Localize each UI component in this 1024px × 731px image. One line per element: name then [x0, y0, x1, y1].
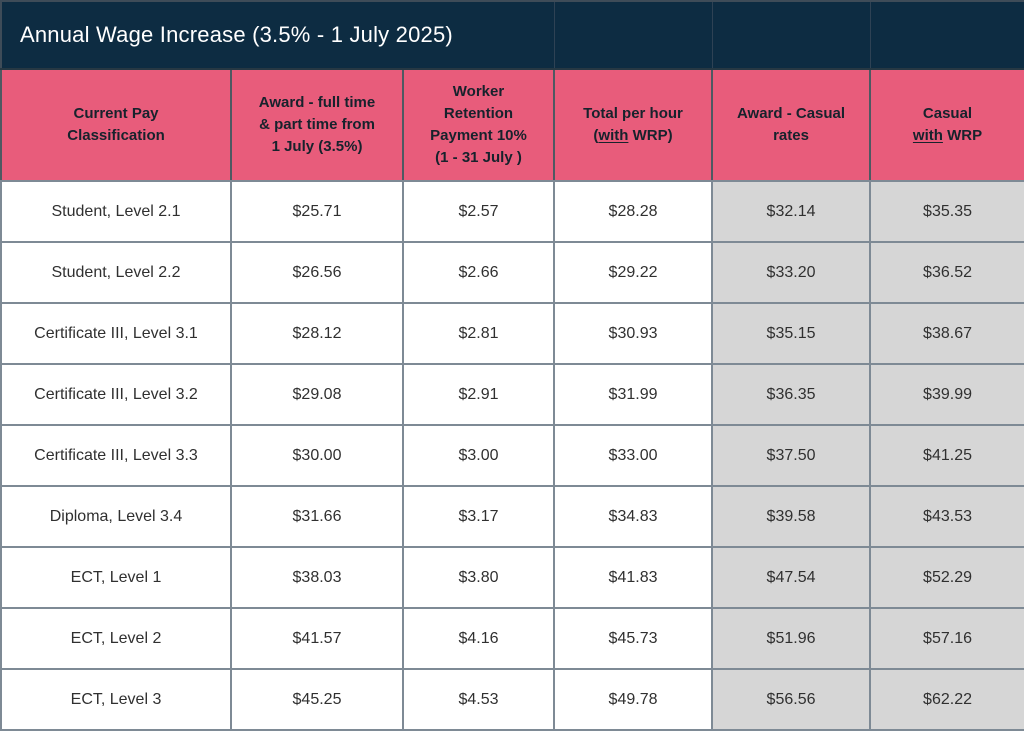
column-header-award-full-time: Award - full time & part time from 1 July … [230, 68, 404, 182]
cell-value: $38.03 [230, 546, 404, 609]
cell-classification: Certificate III, Level 3.1 [0, 302, 232, 365]
table-row: ECT, Level 3 $45.25 $4.53 $49.78 $56.56 $62.2… [0, 668, 1024, 731]
table-row: Student, Level 2.2 $26.56 $2.66 $29.22 $33.2… [0, 241, 1024, 304]
cell-value: $52.29 [869, 546, 1024, 609]
cell-value: $25.71 [230, 180, 404, 243]
cell-classification: Student, Level 2.1 [0, 180, 232, 243]
cell-value: $29.22 [553, 241, 714, 304]
title-spacer-cell [553, 0, 713, 70]
cell-classification: Diploma, Level 3.4 [0, 485, 232, 548]
cell-classification: ECT, Level 1 [0, 546, 232, 609]
cell-value: $29.08 [230, 363, 404, 426]
cell-classification: Certificate III, Level 3.2 [0, 363, 232, 426]
cell-value: $51.96 [711, 607, 872, 670]
cell-value: $43.53 [869, 485, 1024, 548]
table-row: ECT, Level 2 $41.57 $4.16 $45.73 $51.96 $57.1… [0, 607, 1024, 670]
column-header-worker-retention: Worker Retention Payment 10% (1 - 31 July ) [401, 68, 556, 182]
cell-value: $45.73 [553, 607, 714, 670]
cell-value: $34.83 [553, 485, 714, 548]
cell-value: $28.28 [553, 180, 714, 243]
cell-value: $33.00 [553, 424, 714, 487]
cell-value: $3.00 [401, 424, 556, 487]
title-spacer-cell [869, 0, 1024, 70]
cell-value: $35.35 [869, 180, 1024, 243]
table-row: Certificate III, Level 3.3 $30.00 $3.00 $33… [0, 424, 1024, 487]
cell-value: $37.50 [711, 424, 872, 487]
cell-classification: ECT, Level 2 [0, 607, 232, 670]
table-row: ECT, Level 1 $38.03 $3.80 $41.83 $47.54 $52.2… [0, 546, 1024, 609]
cell-value: $2.57 [401, 180, 556, 243]
cell-value: $62.22 [869, 668, 1024, 731]
cell-value: $31.66 [230, 485, 404, 548]
page-title: Annual Wage Increase (3.5% - 1 July 2025… [0, 0, 555, 70]
cell-value: $3.80 [401, 546, 556, 609]
cell-value: $41.57 [230, 607, 404, 670]
table-row: Certificate III, Level 3.2 $29.08 $2.91 $31… [0, 363, 1024, 426]
column-header-classification: Current Pay Classification [0, 68, 232, 182]
table-row: Diploma, Level 3.4 $31.66 $3.17 $34.83 $39.5… [0, 485, 1024, 548]
cell-value: $47.54 [711, 546, 872, 609]
header-row: Current Pay Classification Award - full ti… [0, 68, 1024, 182]
cell-value: $31.99 [553, 363, 714, 426]
table-row: Certificate III, Level 3.1 $28.12 $2.81 $30… [0, 302, 1024, 365]
cell-value: $57.16 [869, 607, 1024, 670]
cell-value: $4.16 [401, 607, 556, 670]
cell-value: $2.66 [401, 241, 556, 304]
cell-value: $39.99 [869, 363, 1024, 426]
cell-value: $36.52 [869, 241, 1024, 304]
cell-value: $2.91 [401, 363, 556, 426]
cell-classification: Student, Level 2.2 [0, 241, 232, 304]
cell-value: $26.56 [230, 241, 404, 304]
cell-value: $39.58 [711, 485, 872, 548]
cell-value: $30.00 [230, 424, 404, 487]
table-row: Student, Level 2.1 $25.71 $2.57 $28.28 $32.1… [0, 180, 1024, 243]
cell-value: $33.20 [711, 241, 872, 304]
cell-value: $3.17 [401, 485, 556, 548]
column-header-award-casual: Award - Casual rates [711, 68, 872, 182]
cell-classification: ECT, Level 3 [0, 668, 232, 731]
cell-value: $32.14 [711, 180, 872, 243]
cell-value: $2.81 [401, 302, 556, 365]
cell-value: $30.93 [553, 302, 714, 365]
cell-value: $35.15 [711, 302, 872, 365]
column-header-total-with-wrp: Total per hour (with WRP) [553, 68, 714, 182]
column-header-casual-with-wrp: Casual with WRP [869, 68, 1024, 182]
cell-value: $56.56 [711, 668, 872, 731]
title-row: Annual Wage Increase (3.5% - 1 July 2025… [0, 0, 1024, 70]
cell-value: $41.25 [869, 424, 1024, 487]
cell-value: $4.53 [401, 668, 556, 731]
cell-value: $28.12 [230, 302, 404, 365]
cell-value: $41.83 [553, 546, 714, 609]
cell-classification: Certificate III, Level 3.3 [0, 424, 232, 487]
cell-value: $49.78 [553, 668, 714, 731]
cell-value: $36.35 [711, 363, 872, 426]
cell-value: $45.25 [230, 668, 404, 731]
title-spacer-cell [711, 0, 871, 70]
cell-value: $38.67 [869, 302, 1024, 365]
